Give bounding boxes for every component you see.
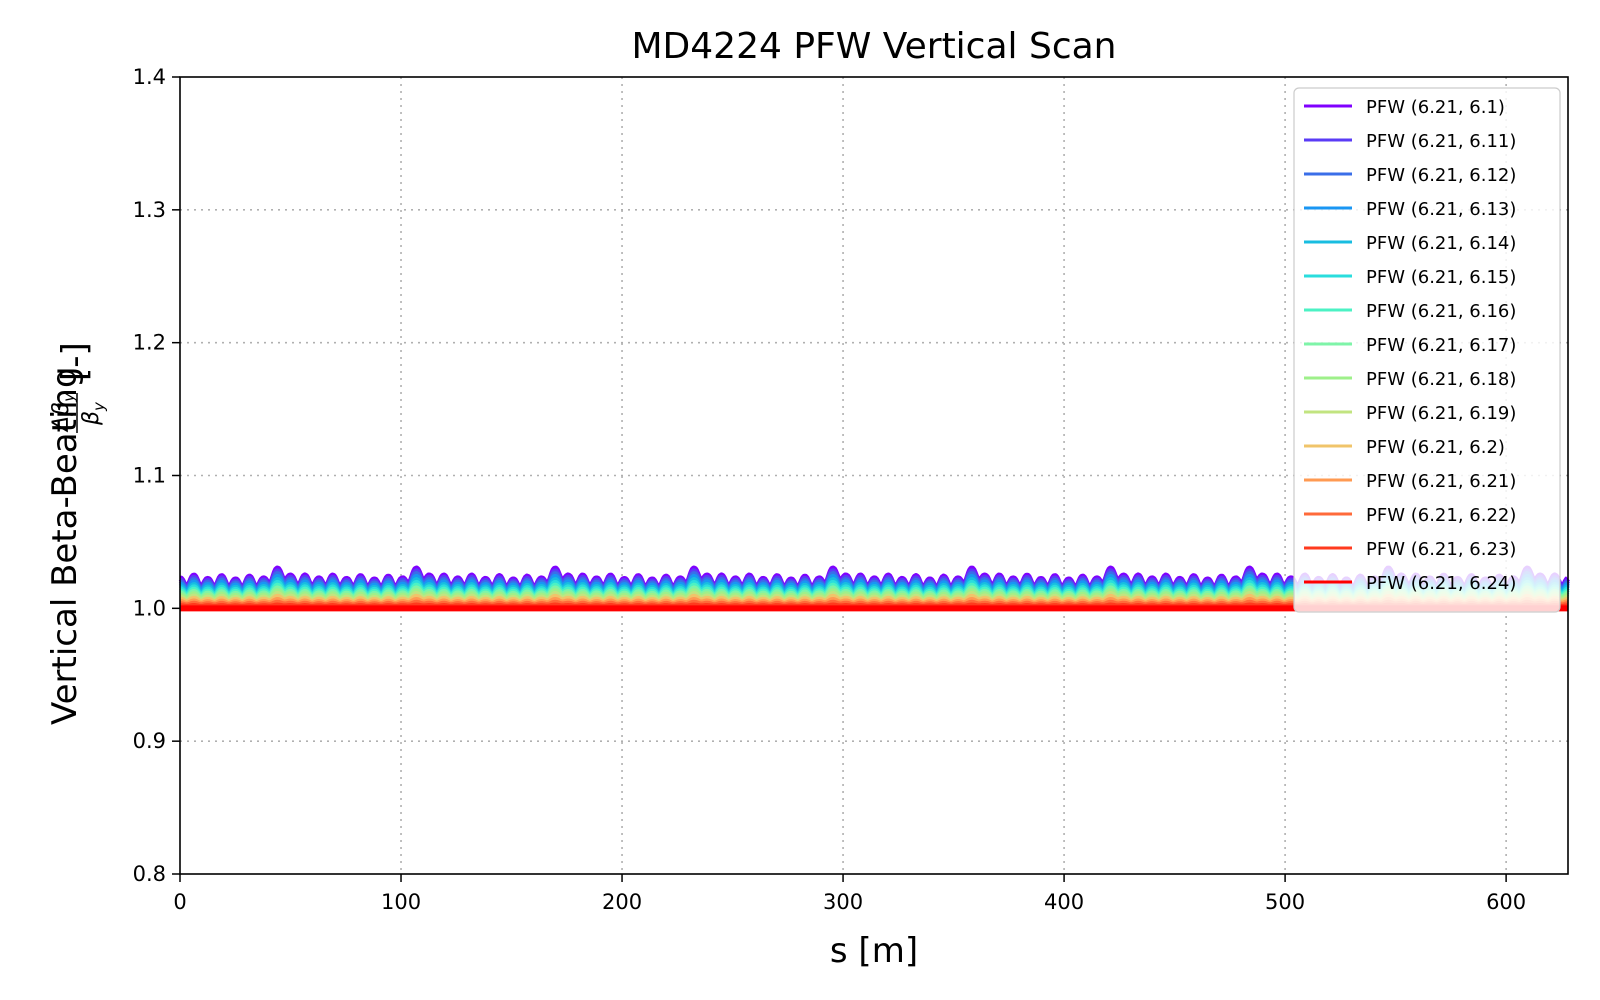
legend-label: PFW (6.21, 6.12) — [1366, 165, 1516, 186]
y-tick-label: 0.8 — [133, 862, 166, 886]
legend-box — [1293, 87, 1561, 613]
y-axis-label-numerator: Δβy — [49, 392, 78, 433]
legend-label: PFW (6.21, 6.17) — [1366, 335, 1516, 356]
y-axis-label-denominator: βy — [79, 401, 108, 426]
x-axis-label: s [m] — [830, 931, 918, 971]
y-axis-label-beta: β — [79, 411, 104, 426]
chart-title: MD4224 PFW Vertical Scan — [631, 26, 1116, 67]
x-tick-label: 0 — [173, 890, 186, 914]
legend: PFW (6.21, 6.1) PFW (6.21, 6.11) PFW (6.21… — [1293, 87, 1561, 613]
y-tick-label: 1.3 — [133, 198, 166, 222]
legend-label: PFW (6.21, 6.2) — [1366, 437, 1505, 458]
legend-label: PFW (6.21, 6.24) — [1366, 573, 1516, 594]
legend-label: PFW (6.21, 6.23) — [1366, 539, 1516, 560]
legend-label: PFW (6.21, 6.15) — [1366, 267, 1516, 288]
y-axis-label-delta-beta: Δβ — [49, 402, 74, 433]
y-tick-label: 0.9 — [133, 729, 166, 753]
x-tick-label: 300 — [823, 890, 863, 914]
y-axis-label-subscript-bottom: y — [90, 401, 108, 412]
legend-label: PFW (6.21, 6.22) — [1366, 505, 1516, 526]
x-tick-label: 600 — [1486, 890, 1526, 914]
legend-label: PFW (6.21, 6.11) — [1366, 131, 1516, 152]
legend-label: PFW (6.21, 6.13) — [1366, 199, 1516, 220]
y-tick-label: 1.2 — [133, 331, 166, 355]
legend-label: PFW (6.21, 6.21) — [1366, 471, 1516, 492]
y-axis-label-unit: [-] — [55, 342, 95, 381]
y-tick-label: 1.1 — [133, 464, 166, 488]
legend-label: PFW (6.21, 6.18) — [1366, 369, 1516, 390]
x-tick-label: 400 — [1044, 890, 1084, 914]
x-tick-label: 200 — [602, 890, 642, 914]
y-axis-label: Vertical Beta-Beating Δβy βy [-] — [45, 342, 108, 725]
y-tick-label: 1.0 — [133, 596, 166, 620]
x-tick-label: 100 — [381, 890, 421, 914]
x-tick-label: 500 — [1265, 890, 1305, 914]
legend-label: PFW (6.21, 6.1) — [1366, 97, 1505, 118]
y-axis-label-text: Vertical Beta-Beating — [45, 366, 85, 725]
y-axis-label-subscript-top: y — [60, 392, 78, 403]
y-tick-label: 1.4 — [133, 65, 166, 89]
legend-label: PFW (6.21, 6.19) — [1366, 403, 1516, 424]
x-ticks: 0 100 200 300 400 500 600 — [173, 874, 1526, 914]
legend-label: PFW (6.21, 6.14) — [1366, 233, 1516, 254]
y-ticks: 0.8 0.9 1.0 1.1 1.2 1.3 1.4 — [133, 65, 180, 886]
legend-label: PFW (6.21, 6.16) — [1366, 301, 1516, 322]
